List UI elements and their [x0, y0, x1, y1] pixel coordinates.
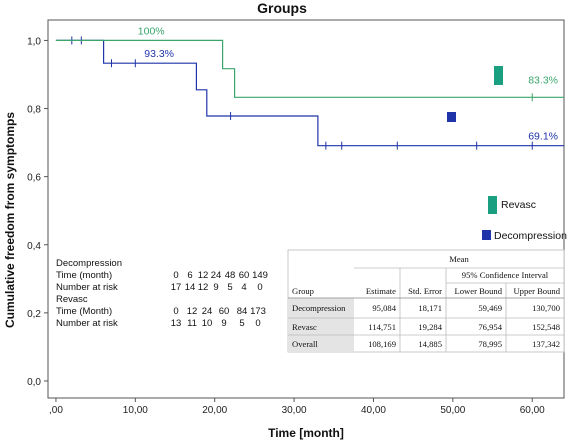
- legend-swatch-decompression: [482, 230, 491, 240]
- mean-table-title: Mean: [449, 254, 469, 264]
- risk-count-revasc: 10: [202, 318, 213, 329]
- mean-table-cell: 18,171: [418, 303, 442, 313]
- risk-time-revasc: 84: [237, 306, 248, 317]
- y-tick-label: 0,4: [27, 241, 41, 252]
- risk-time-decompression: 12: [198, 270, 209, 281]
- risk-count-decompression: 5: [227, 282, 232, 293]
- revasc-survival-line: [55, 39, 564, 98]
- risk-count-decompression: 17: [171, 282, 182, 293]
- risk-count-decompression: 9: [213, 282, 218, 293]
- mean-table-cell: 19,284: [418, 322, 442, 332]
- y-tick-label: 0,6: [27, 173, 41, 184]
- x-tick-label: 40,00: [361, 405, 386, 416]
- risk-count-revasc: 13: [171, 318, 182, 329]
- mean-table-cell: 95,084: [372, 303, 396, 313]
- y-tick-label: 1,0: [27, 36, 41, 47]
- legend-label-revasc: Revasc: [501, 199, 536, 211]
- legend-label-decompression: Decompression: [494, 230, 567, 242]
- mean-table-cell: Decompression: [292, 303, 346, 313]
- revasc-start-label: 100%: [138, 25, 165, 37]
- mean-table-cell: Overall: [292, 339, 318, 349]
- mean-table-column-header: Lower Bound: [455, 286, 503, 296]
- risk-time-revasc: 12: [187, 306, 198, 317]
- risk-time-revasc: 0: [173, 306, 178, 317]
- mean-table-cell: 78,995: [478, 339, 502, 349]
- decompression-marker-square: [447, 112, 456, 122]
- risk-time-revasc: 60: [219, 306, 230, 317]
- risk-count-decompression: 12: [198, 282, 209, 293]
- revasc-end-label: 83.3%: [528, 74, 558, 86]
- y-axis-label: Cumulative freedom from symptomps: [3, 112, 17, 328]
- mean-table-cell: 114,751: [368, 322, 396, 332]
- risk-count-revasc: 5: [239, 318, 244, 329]
- revasc-marker-bar: [494, 66, 503, 85]
- x-tick-label: 30,00: [282, 405, 307, 416]
- mean-table-column-header: Group: [292, 286, 314, 296]
- risk-time-decompression: 60: [239, 270, 250, 281]
- mean-table-ci-header: 95% Confidence Interval: [462, 270, 549, 280]
- risk-time-decompression: 24: [211, 270, 222, 281]
- risk-time-revasc: 173: [250, 306, 266, 317]
- risk-count-decompression: 0: [257, 282, 262, 293]
- mean-table-column-header: Std. Error: [408, 286, 442, 296]
- risk-count-decompression: 4: [241, 282, 246, 293]
- risk-count-revasc: 0: [255, 318, 260, 329]
- mean-table-column-header: Estimate: [366, 286, 396, 296]
- decompression-survival-line: [55, 39, 564, 147]
- y-tick-label: 0,2: [27, 309, 41, 320]
- risk-time-decompression: 149: [252, 270, 268, 281]
- risk-time-decompression: 48: [225, 270, 236, 281]
- risk-heading-decompression: Decompression: [56, 258, 122, 269]
- x-tick-label: ,00: [49, 405, 63, 416]
- x-axis-label: Time [month]: [268, 426, 344, 440]
- mean-table-cell: 76,954: [478, 322, 502, 332]
- decompression-end-label: 69.1%: [528, 131, 558, 143]
- mean-table-cell: 137,342: [532, 339, 560, 349]
- risk-time-label-decompression: Time (month): [56, 270, 112, 281]
- legend-swatch-revasc: [488, 196, 497, 214]
- risk-time-revasc: 24: [202, 306, 213, 317]
- risk-time-label-revasc: Time (Month): [56, 306, 112, 317]
- mean-table-cell: 14,885: [418, 339, 442, 349]
- risk-count-label-decompression: Number at risk: [56, 282, 118, 293]
- mean-table-cell: 59,469: [478, 303, 502, 313]
- mean-table-group-shading: [288, 298, 354, 352]
- risk-count-revasc: 9: [221, 318, 226, 329]
- risk-time-decompression: 6: [187, 270, 192, 281]
- mean-table-column-header: Upper Bound: [513, 286, 560, 296]
- risk-count-decompression: 14: [185, 282, 196, 293]
- risk-time-decompression: 0: [173, 270, 178, 281]
- x-tick-label: 50,00: [440, 405, 465, 416]
- risk-count-revasc: 11: [187, 318, 197, 329]
- mean-table-cell: 108,169: [368, 339, 396, 349]
- x-tick-label: 20,00: [202, 405, 227, 416]
- mean-table-cell: Revasc: [292, 322, 317, 332]
- mean-table-cell: 130,700: [532, 303, 560, 313]
- decompression-mid-label: 93.3%: [144, 48, 174, 60]
- chart-title: Groups: [257, 0, 307, 16]
- risk-heading-revasc: Revasc: [56, 294, 88, 305]
- mean-table-cell: 152,548: [532, 322, 560, 332]
- y-tick-label: 0,0: [27, 377, 41, 388]
- x-tick-label: 60,00: [520, 405, 545, 416]
- plot-frame: [47, 19, 565, 399]
- y-tick-label: 0,8: [27, 105, 41, 116]
- risk-count-label-revasc: Number at risk: [56, 318, 118, 329]
- x-tick-label: 10,00: [123, 405, 148, 416]
